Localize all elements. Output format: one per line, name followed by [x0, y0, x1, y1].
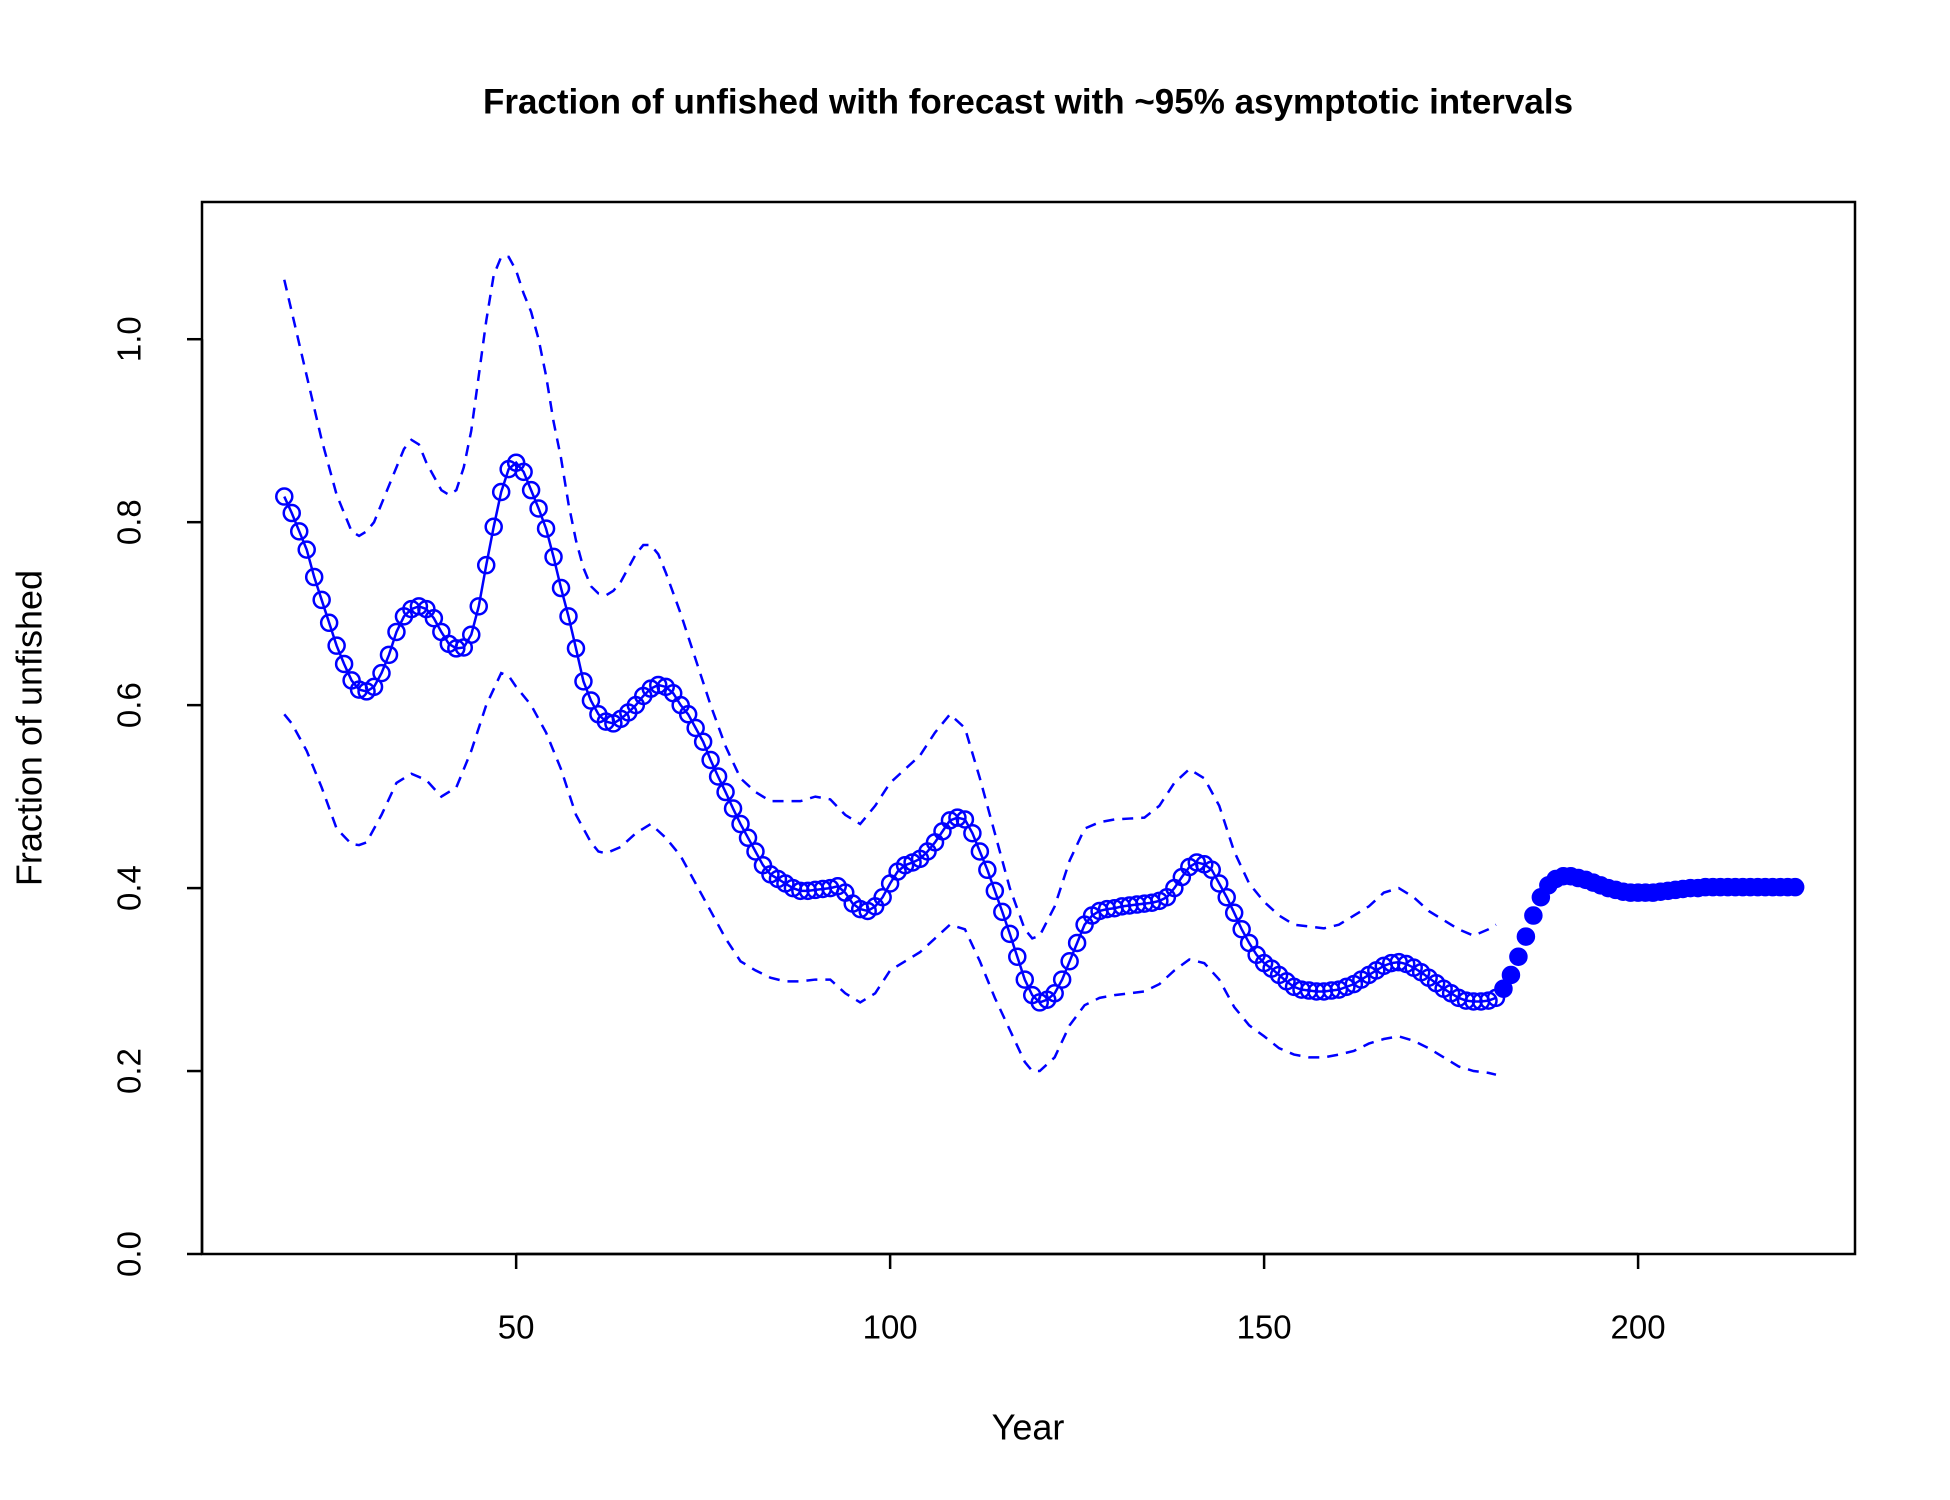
point [521, 480, 541, 500]
point [738, 828, 758, 848]
point [1187, 853, 1207, 872]
point [716, 782, 735, 802]
point [970, 842, 990, 861]
point [731, 814, 750, 834]
point [491, 482, 511, 502]
point [551, 578, 571, 598]
point [297, 540, 316, 559]
point [462, 625, 481, 644]
point [1509, 947, 1528, 966]
point [963, 823, 982, 843]
point [327, 636, 346, 655]
point [1008, 947, 1027, 966]
point [1015, 970, 1035, 989]
point [1516, 927, 1536, 946]
y-axis-label: Fraction of unfished [9, 570, 50, 886]
point [1524, 906, 1543, 925]
point [1494, 979, 1513, 998]
point [985, 881, 1005, 901]
x-tick-label: 200 [1611, 1309, 1666, 1346]
x-axis-label: Year [992, 1407, 1065, 1448]
point [476, 555, 496, 575]
x-tick-label: 150 [1237, 1309, 1292, 1346]
interval-line [283, 671, 1497, 1076]
point [701, 750, 720, 770]
point [581, 691, 601, 710]
point [686, 718, 705, 738]
point [746, 842, 765, 861]
y-tick-label: 0.0 [111, 1231, 148, 1277]
point [948, 808, 967, 827]
y-tick-label: 0.6 [111, 682, 148, 728]
point [372, 663, 391, 683]
point [1060, 952, 1079, 971]
point [1217, 887, 1236, 907]
point [693, 732, 713, 751]
point [334, 654, 354, 674]
point [955, 810, 975, 829]
y-tick-label: 0.8 [111, 499, 148, 545]
point [536, 519, 556, 538]
point [1209, 874, 1229, 893]
point [1785, 877, 1805, 897]
point [1052, 970, 1072, 989]
point [1232, 920, 1251, 939]
x-tick-label: 50 [498, 1309, 535, 1346]
point [559, 607, 578, 626]
point [1501, 965, 1521, 985]
point [289, 522, 309, 541]
point [529, 499, 548, 518]
point [873, 887, 892, 907]
point [723, 799, 743, 818]
point [312, 590, 331, 610]
point [574, 672, 593, 691]
point [993, 902, 1012, 922]
point [304, 567, 324, 587]
point [708, 767, 728, 786]
point [1000, 924, 1020, 944]
point [424, 608, 444, 628]
chart-title: Fraction of unfished with forecast with … [483, 82, 1573, 121]
point [678, 705, 698, 724]
point [319, 613, 339, 633]
y-tick-label: 0.4 [111, 865, 148, 911]
point [1202, 860, 1222, 880]
point [364, 677, 384, 697]
point [1224, 903, 1244, 923]
y-tick-label: 0.2 [111, 1048, 148, 1094]
x-tick-label: 100 [863, 1309, 918, 1346]
point [282, 503, 302, 523]
y-tick-label: 1.0 [111, 316, 148, 362]
point [1045, 984, 1064, 1003]
point [1067, 933, 1087, 953]
interval-line [283, 255, 1497, 940]
point [275, 487, 294, 506]
point [387, 622, 406, 642]
point [447, 639, 466, 658]
point [469, 597, 488, 616]
point [566, 639, 586, 658]
point [649, 675, 668, 695]
point [379, 645, 399, 665]
point [484, 517, 503, 536]
point [514, 462, 533, 482]
point [978, 860, 997, 880]
point [544, 547, 563, 567]
